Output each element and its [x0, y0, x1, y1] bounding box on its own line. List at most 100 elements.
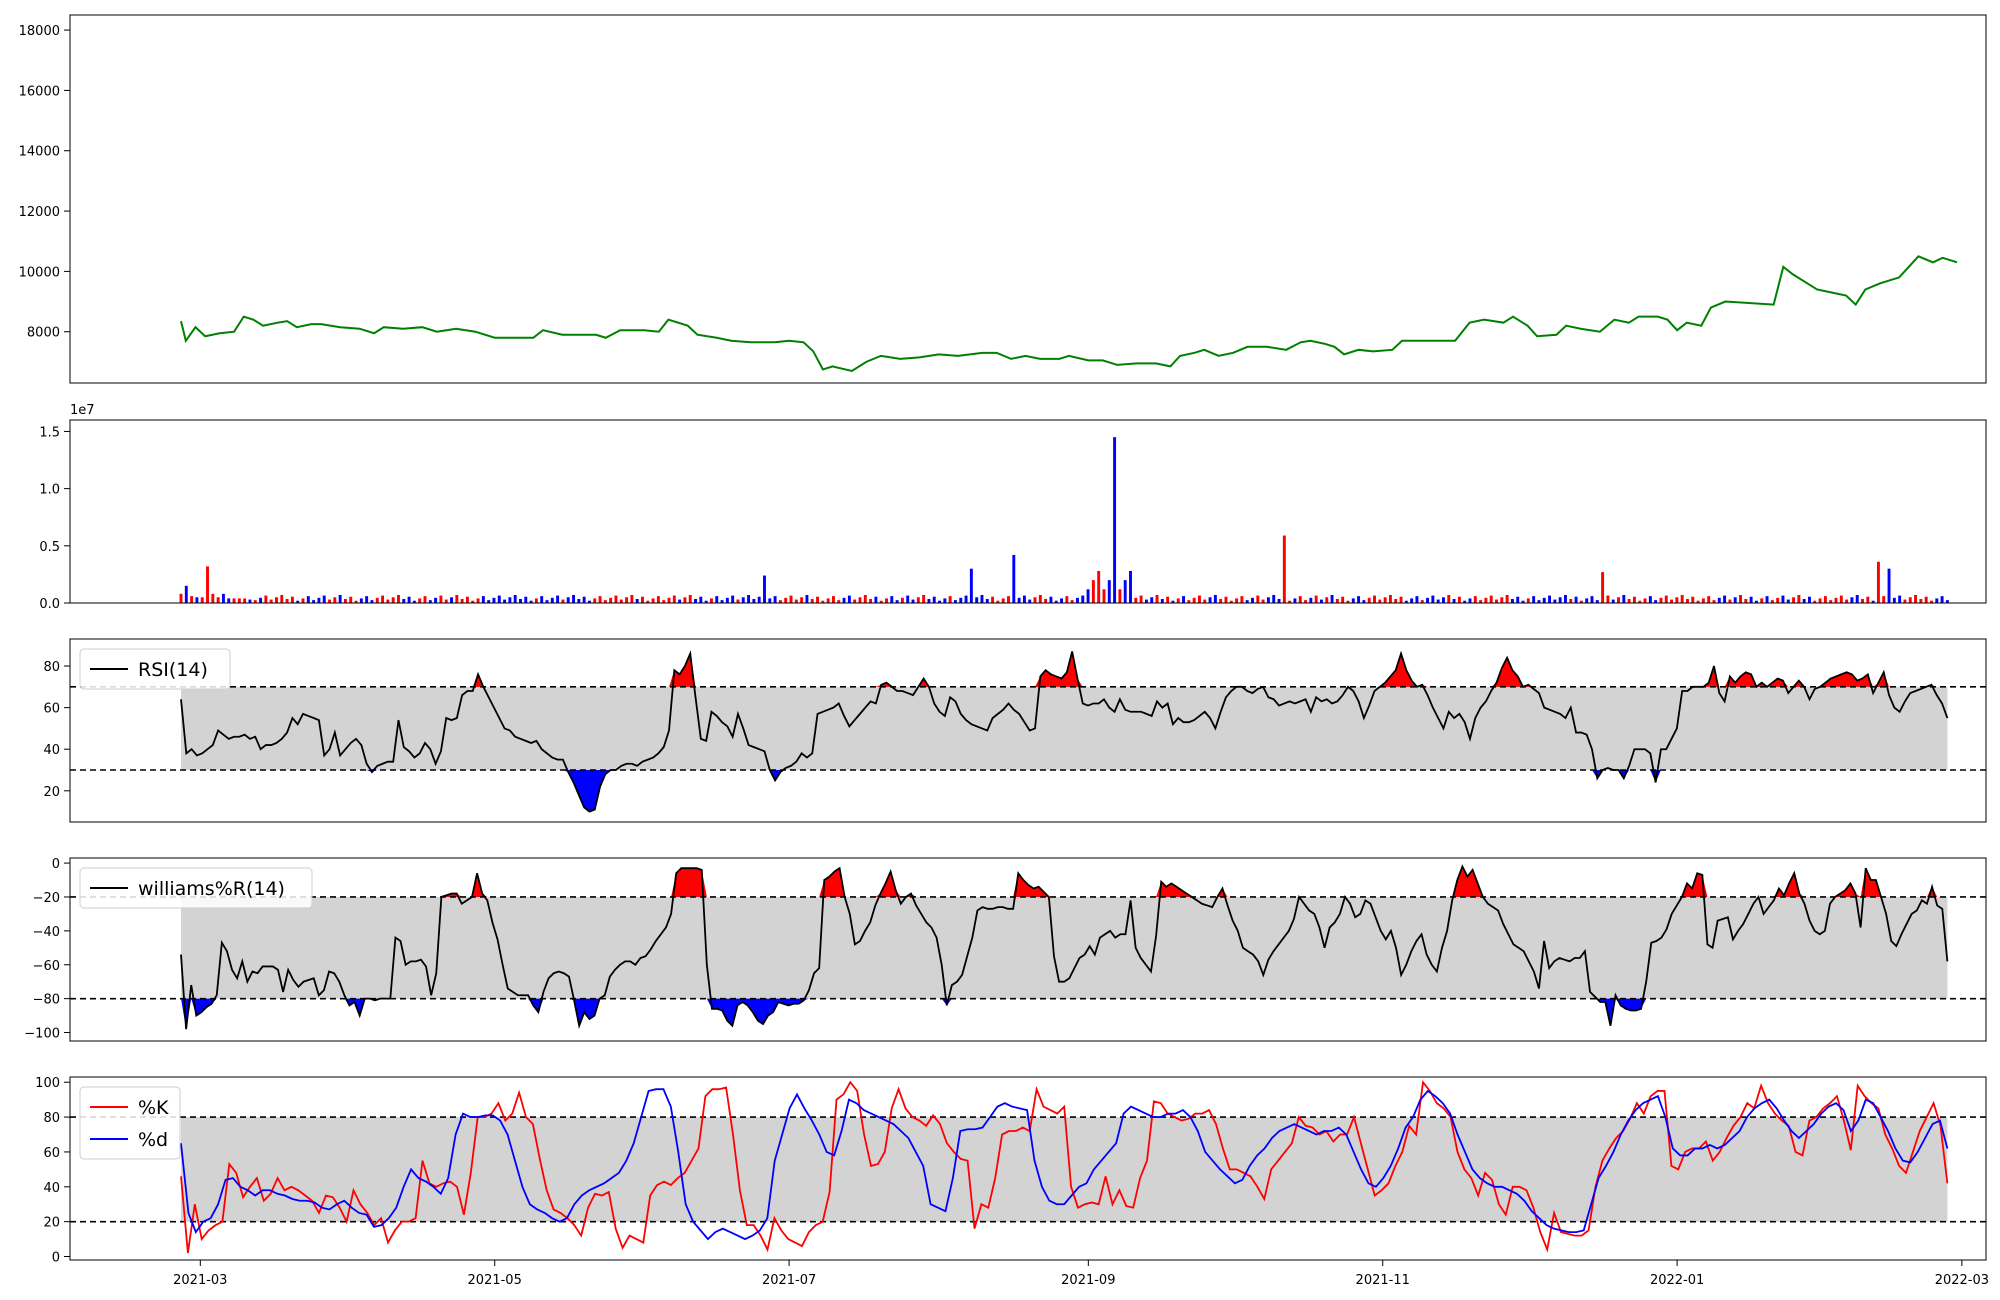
volume-bar — [1770, 600, 1774, 603]
volume-bar — [1256, 595, 1260, 603]
volume-bar — [943, 598, 947, 603]
williams-ytick-label: −20 — [33, 891, 60, 906]
volume-bar — [1739, 594, 1742, 603]
volume-bar — [1033, 597, 1037, 603]
stoch-legend — [79, 1086, 181, 1160]
volume-bar — [1017, 597, 1021, 603]
volume-bar — [1526, 598, 1530, 603]
volume-bar — [1001, 598, 1005, 603]
volume-bar — [1903, 599, 1907, 603]
volume-bar — [1091, 580, 1095, 603]
volume-bar — [200, 597, 204, 603]
volume-bar — [1829, 600, 1833, 603]
volume-bar — [1383, 597, 1387, 603]
volume-bar — [906, 595, 910, 603]
volume-bar — [1245, 600, 1249, 603]
volume-bar — [1898, 595, 1902, 603]
volume-bar — [1357, 596, 1361, 603]
volume-bar — [1468, 598, 1472, 603]
williams-ytick-label: −60 — [33, 959, 60, 974]
volume-bar — [1261, 599, 1265, 603]
volume-bar — [593, 598, 597, 603]
volume-bar — [1208, 597, 1212, 603]
volume-bar — [1240, 596, 1244, 603]
volume-bar — [391, 597, 395, 603]
price-ytick-label: 10000 — [19, 265, 60, 280]
williams-line — [180, 864, 1949, 1030]
volume-bar — [1510, 598, 1514, 603]
volume-bar — [635, 598, 639, 603]
volume-bar — [1028, 599, 1032, 603]
volume-bar — [879, 600, 883, 603]
volume-bar — [1558, 597, 1562, 603]
volume-bar — [1579, 600, 1583, 603]
volume-bar — [572, 594, 575, 603]
volume-bar — [1325, 597, 1329, 603]
volume-bar — [285, 598, 289, 603]
volume-bar — [842, 597, 846, 603]
volume-bar — [1595, 600, 1599, 603]
volume-bar — [1298, 596, 1302, 603]
volume-bar — [503, 599, 507, 603]
volume-bar — [1521, 600, 1525, 603]
volume-bar — [853, 599, 857, 603]
volume-bar — [487, 600, 491, 603]
volume-bar — [566, 597, 570, 603]
volume-bar — [1945, 600, 1949, 603]
volume-bar — [1808, 596, 1811, 603]
volume-bar — [1123, 580, 1127, 603]
volume-bar — [184, 585, 188, 603]
volume-bar — [359, 598, 363, 603]
volume-bar — [1930, 600, 1933, 603]
volume-bar — [1701, 598, 1705, 603]
volume-bar — [1632, 596, 1636, 603]
williams-overbought-fill — [181, 866, 1948, 897]
price-series-line — [180, 255, 1958, 373]
volume-bar — [810, 598, 814, 603]
volume-bar — [561, 599, 565, 603]
volume-bar — [1388, 594, 1392, 603]
volume-bar — [328, 599, 331, 603]
volume-bar — [964, 595, 968, 603]
volume-bar — [1691, 596, 1695, 603]
volume-bar — [402, 598, 406, 603]
volume-bar — [1797, 594, 1801, 603]
volume-bar — [1213, 594, 1217, 603]
volume-bar — [1781, 595, 1785, 603]
volume-bar — [1022, 595, 1026, 603]
rsi-overbought-fill — [181, 651, 1948, 687]
volume-bar — [959, 597, 963, 603]
volume-bar — [1054, 600, 1058, 603]
volume-bar — [195, 597, 199, 603]
volume-bar — [1442, 597, 1445, 603]
volume-bar — [1887, 568, 1891, 603]
volume-bar — [227, 598, 231, 603]
volume-bar — [1404, 600, 1408, 603]
volume-bar — [1431, 595, 1435, 603]
rsi-ytick-label: 80 — [43, 660, 60, 675]
volume-bar — [598, 596, 602, 603]
volume-bar — [1452, 598, 1456, 603]
stoch-legend-label: %K — [138, 1097, 169, 1119]
volume-bar — [1707, 596, 1711, 603]
volume-bar — [1940, 596, 1944, 603]
volume-bar — [969, 568, 973, 603]
williams-ytick-label: −100 — [24, 1027, 60, 1042]
volume-bar — [768, 598, 772, 603]
price-ytick-label: 8000 — [27, 326, 60, 341]
volume-bar — [1542, 597, 1546, 603]
volume-bar — [190, 596, 194, 603]
volume-bar — [709, 598, 713, 603]
volume-bar — [1717, 597, 1721, 603]
volume-bar — [1516, 596, 1520, 603]
volume-bar — [455, 594, 459, 603]
volume-bar — [1102, 589, 1106, 603]
volume-bar — [991, 596, 995, 603]
volume-bar — [858, 597, 862, 603]
volume-bar — [1330, 594, 1334, 603]
volume-bar — [460, 598, 464, 603]
volume-bar — [1060, 598, 1064, 603]
price-ytick-label: 12000 — [19, 205, 60, 220]
volume-bar — [1139, 595, 1143, 603]
